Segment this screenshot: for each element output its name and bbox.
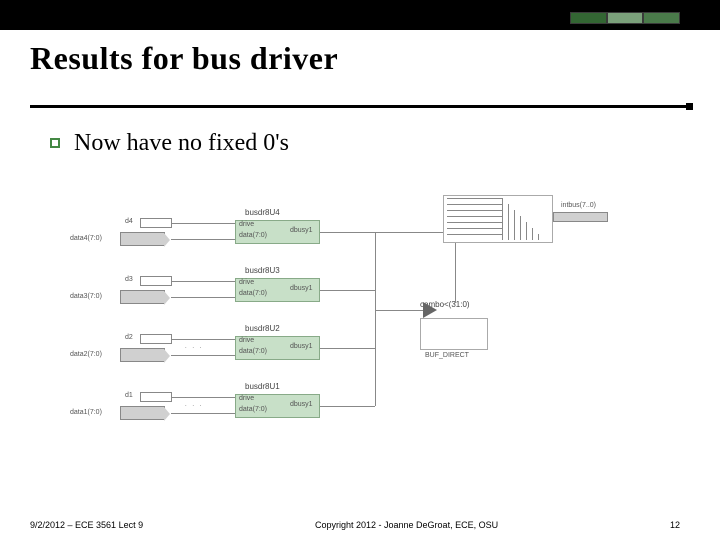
drive-input: [140, 218, 172, 228]
data-label: data1(7:0): [70, 409, 102, 416]
schematic-diagram: busdr8U4d4data4(7:0)drivedata(7:0)dbusy1…: [115, 210, 625, 470]
instance-label: busdr8U2: [245, 324, 280, 333]
instance-label: busdr8U1: [245, 382, 280, 391]
output-bus: [553, 212, 608, 222]
title-bar: [0, 0, 720, 30]
drive-input: [140, 276, 172, 286]
buffer-block: [420, 318, 488, 350]
bullet-icon: [50, 138, 60, 148]
accent-strip: [570, 12, 680, 24]
output-label: intbus(7..0): [561, 202, 596, 209]
drive-input: [140, 392, 172, 402]
data-input: [120, 348, 165, 362]
buffer-label: BUF_DIRECT: [425, 352, 469, 359]
drive-label: d3: [125, 276, 133, 283]
instance-label: busdr8U3: [245, 266, 280, 275]
bullet-text: Now have no fixed 0's: [74, 130, 289, 157]
drive-label: d1: [125, 392, 133, 399]
ellipsis: . . .: [185, 402, 203, 408]
slide-footer: 9/2/2012 – ECE 3561 Lect 9 Copyright 201…: [30, 520, 680, 530]
ellipsis: . . .: [185, 344, 203, 350]
buffer-icon: [423, 302, 437, 318]
drive-label: d2: [125, 334, 133, 341]
drive-label: d4: [125, 218, 133, 225]
drive-input: [140, 334, 172, 344]
title-underline: [30, 105, 690, 108]
mux-block: [443, 195, 553, 243]
page-number: 12: [670, 520, 680, 530]
footer-copyright: Copyright 2012 - Joanne DeGroat, ECE, OS…: [315, 520, 498, 530]
footer-date: 9/2/2012 – ECE 3561 Lect 9: [30, 520, 143, 530]
bullet-item: Now have no fixed 0's: [50, 130, 720, 157]
data-label: data4(7:0): [70, 235, 102, 242]
data-label: data2(7:0): [70, 351, 102, 358]
data-input: [120, 232, 165, 246]
data-input: [120, 290, 165, 304]
data-input: [120, 406, 165, 420]
data-label: data3(7:0): [70, 293, 102, 300]
slide-title: Results for bus driver: [30, 40, 720, 77]
instance-label: busdr8U4: [245, 208, 280, 217]
